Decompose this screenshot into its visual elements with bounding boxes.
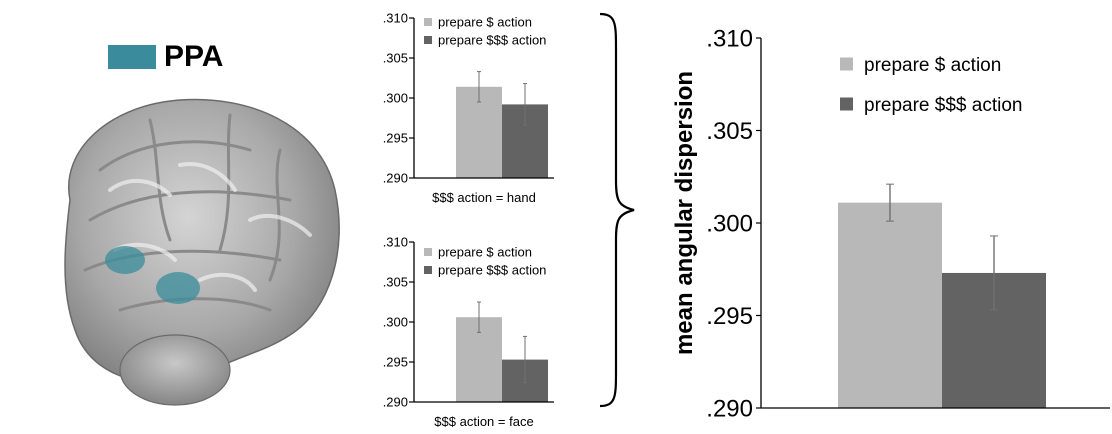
y-axis-label: mean angular dispersion <box>671 71 698 355</box>
legend: prepare $ action prepare $$$ action <box>840 55 1022 116</box>
x-axis-label: $$$ action = hand <box>432 190 536 205</box>
curly-brace-icon <box>599 12 635 408</box>
y-tick-label: .310 <box>706 26 753 53</box>
legend: prepare $ action prepare $$$ action <box>424 15 546 48</box>
y-tick-label: .305 <box>383 275 408 290</box>
legend-swatch <box>424 248 432 256</box>
legend-label: prepare $$$ action <box>438 263 546 278</box>
legend-label: prepare $$$ action <box>438 33 546 48</box>
ppa-label: PPA <box>164 40 224 73</box>
ppa-region-left <box>105 246 145 274</box>
ppa-legend: PPA <box>108 40 223 74</box>
legend-swatch <box>424 266 432 274</box>
y-tick-label: .295 <box>383 355 408 370</box>
legend-label: prepare $$$ action <box>864 95 1022 116</box>
x-axis-label: $$$ action = face <box>434 414 533 429</box>
cerebellum <box>119 334 231 406</box>
legend-label: prepare $ action <box>864 55 1001 76</box>
y-tick-label: .305 <box>383 51 408 66</box>
legend-swatch <box>840 57 853 71</box>
y-tick-label: .310 <box>383 235 408 250</box>
legend: prepare $ action prepare $$$ action <box>424 245 546 278</box>
y-tick-label: .300 <box>706 211 753 238</box>
y-ticks: .310 .305 .300 .295 .290 <box>706 26 761 423</box>
y-tick-label: .300 <box>383 315 408 330</box>
bars <box>838 183 1046 408</box>
y-tick-label: .295 <box>706 303 753 330</box>
chart-hand: .310.305.300.295.290 prepare $ actionpre… <box>383 11 554 205</box>
y-tick-label: .290 <box>383 171 408 186</box>
y-tick-label: .310 <box>383 11 408 26</box>
y-ticks: .310 .305 .300 .295 .290 <box>383 11 414 186</box>
y-tick-label: .295 <box>383 131 408 146</box>
chart-face: .310.305.300.295.290 prepare $ actionpre… <box>383 235 554 429</box>
legend-swatch <box>840 97 853 111</box>
ppa-swatch <box>108 45 156 69</box>
bars <box>456 301 548 402</box>
y-ticks: .310 .305 .300 .295 .290 <box>383 235 414 410</box>
y-tick-label: .300 <box>383 91 408 106</box>
legend-swatch <box>424 36 432 44</box>
y-tick-label: .305 <box>706 118 753 145</box>
brain-image <box>64 98 340 406</box>
chart-combined: .310.305.300.295.290 prepare $ actionpre… <box>671 26 1110 423</box>
brain-hemisphere <box>64 98 340 395</box>
y-tick-label: .290 <box>706 396 753 423</box>
legend-swatch <box>424 18 432 26</box>
legend-label: prepare $ action <box>438 245 532 260</box>
legend-label: prepare $ action <box>438 15 532 30</box>
bars <box>456 71 548 178</box>
ppa-region-right <box>156 272 200 304</box>
bar <box>838 202 942 408</box>
y-tick-label: .290 <box>383 395 408 410</box>
